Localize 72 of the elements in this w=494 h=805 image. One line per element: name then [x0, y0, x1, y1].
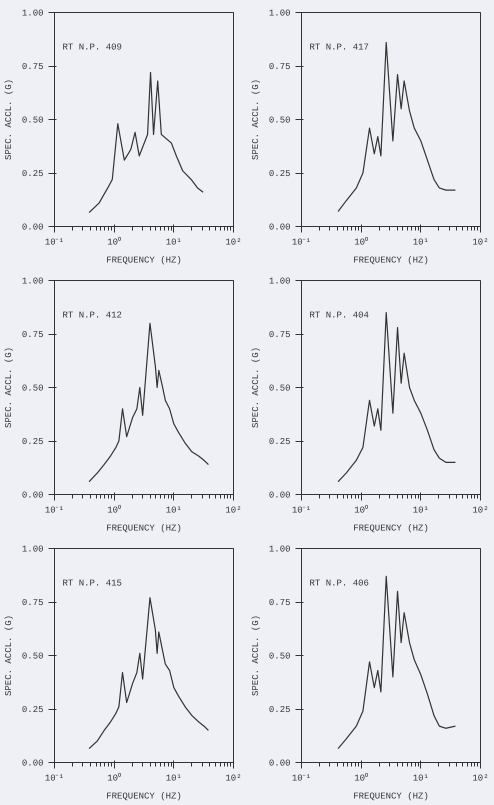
x-tick-label: 10⁻¹ [44, 238, 64, 248]
text: RT N.P. 406 [310, 578, 369, 588]
y-tick-label: 1.00 [22, 544, 44, 554]
x-tick-label: 10¹ [412, 774, 429, 784]
x-axis-title: FREQUENCY (HZ) [353, 524, 429, 534]
x-tick-label: 10⁻¹ [44, 506, 64, 516]
x-tick-label: 10¹ [412, 506, 429, 516]
y-tick-label: 1.00 [268, 544, 291, 554]
y-tick-label: 0.00 [22, 222, 44, 232]
y-axis-title: SPEC. ACCL. (G) [4, 614, 14, 696]
text: RT N.P. 415 [62, 578, 122, 588]
y-axis-title: SPEC. ACCL. (G) [250, 78, 261, 160]
x-tick-label: 10¹ [166, 506, 182, 516]
y-tick-label: 1.00 [268, 8, 291, 18]
y-tick-label: 0.75 [268, 62, 291, 72]
x-tick-label: 10² [225, 238, 242, 248]
y-tick-label: 0.50 [22, 652, 44, 662]
y-tick-label: 0.75 [22, 62, 44, 72]
y-tick-label: 0.25 [268, 705, 291, 715]
text: RT N.P. 409 [62, 42, 122, 52]
x-axis-title: FREQUENCY (HZ) [353, 792, 429, 802]
x-tick-label: 10⁰ [354, 236, 368, 248]
x-tick-label: 10² [225, 506, 242, 516]
x-tick-label: 10⁻¹ [44, 774, 64, 784]
x-tick-label: 10² [472, 774, 489, 784]
x-tick-label: 10¹ [166, 774, 182, 784]
x-tick-label: 10⁻¹ [292, 506, 312, 516]
x-tick-label: 10¹ [412, 238, 429, 248]
y-tick-label: 0.75 [22, 598, 44, 608]
y-tick-label: 0.75 [22, 330, 44, 340]
y-axis-title: SPEC. ACCL. (G) [4, 78, 14, 160]
y-axis-title: SPEC. ACCL. (G) [250, 346, 261, 428]
y-tick-label: 0.25 [22, 169, 44, 179]
y-axis-title: SPEC. ACCL. (G) [250, 614, 261, 696]
y-tick-label: 0.75 [268, 330, 291, 340]
x-tick-label: 10⁰ [354, 504, 368, 516]
y-axis-title: SPEC. ACCL. (G) [4, 346, 14, 428]
y-tick-label: 0.50 [268, 384, 291, 394]
y-tick-label: 0.50 [268, 116, 291, 126]
y-tick-label: 0.25 [268, 437, 291, 447]
y-tick-label: 0.00 [268, 222, 291, 232]
x-axis-title: FREQUENCY (HZ) [106, 792, 182, 802]
text: RT N.P. 417 [310, 42, 369, 52]
x-axis-title: FREQUENCY (HZ) [106, 524, 182, 534]
y-tick-label: 0.25 [22, 437, 44, 447]
x-axis-title: FREQUENCY (HZ) [353, 256, 429, 266]
y-tick-label: 0.00 [268, 490, 291, 500]
y-tick-label: 1.00 [22, 276, 44, 286]
y-tick-label: 0.50 [268, 652, 291, 662]
x-tick-label: 10¹ [166, 238, 182, 248]
y-tick-label: 0.25 [22, 705, 44, 715]
y-tick-label: 0.75 [268, 598, 291, 608]
y-tick-label: 0.00 [22, 758, 44, 768]
y-tick-label: 0.50 [22, 116, 44, 126]
x-tick-label: 10² [472, 506, 489, 516]
text: RT N.P. 412 [62, 310, 122, 320]
y-tick-label: 1.00 [268, 276, 291, 286]
y-tick-label: 0.25 [268, 169, 291, 179]
x-tick-label: 10² [472, 238, 489, 248]
x-tick-label: 10⁰ [354, 772, 368, 784]
y-tick-label: 0.00 [268, 758, 291, 768]
y-tick-label: 0.00 [22, 490, 44, 500]
x-tick-label: 10² [225, 774, 242, 784]
y-tick-label: 0.50 [22, 384, 44, 394]
x-tick-label: 10⁻¹ [292, 238, 312, 248]
text: RT N.P. 404 [310, 310, 369, 320]
x-axis-title: FREQUENCY (HZ) [106, 256, 182, 266]
x-tick-label: 10⁻¹ [292, 774, 312, 784]
x-tick-label: 10⁰ [107, 236, 122, 248]
y-tick-label: 1.00 [22, 8, 44, 18]
x-tick-label: 10⁰ [107, 772, 122, 784]
x-tick-label: 10⁰ [107, 504, 122, 516]
